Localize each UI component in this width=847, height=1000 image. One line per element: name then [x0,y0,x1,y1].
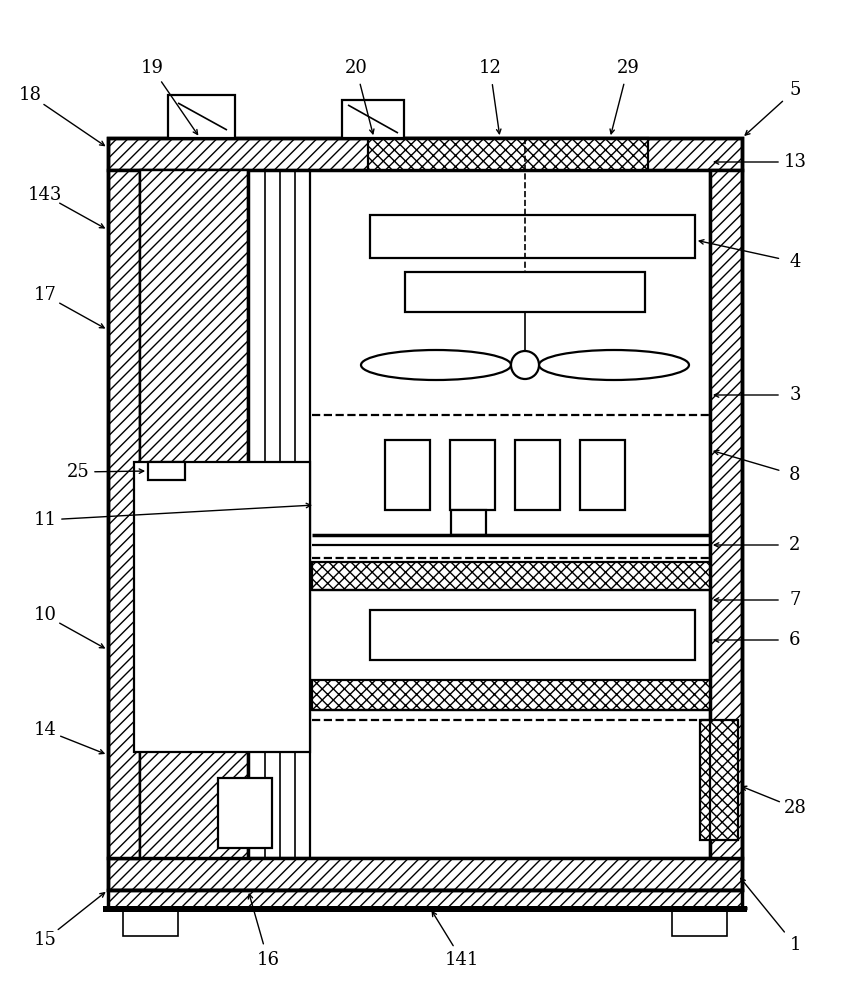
Ellipse shape [361,350,511,380]
Bar [103,906,747,912]
Text: 7: 7 [789,591,800,609]
Bar [312,562,710,590]
Text: 25: 25 [67,463,90,481]
Bar [368,138,648,170]
Bar [108,138,742,890]
Text: 6: 6 [789,631,800,649]
Bar [580,440,625,510]
Bar [108,170,140,858]
Bar [515,440,560,510]
Bar [140,170,710,858]
Bar [168,95,235,138]
Text: 13: 13 [783,153,806,171]
Bar [385,440,430,510]
Text: 8: 8 [789,466,800,484]
Bar [218,778,272,848]
Ellipse shape [539,350,689,380]
Bar [710,170,742,858]
Text: 12: 12 [479,59,501,77]
Text: 15: 15 [34,931,57,949]
Bar [672,908,727,936]
Bar [405,272,645,312]
Text: 20: 20 [345,59,368,77]
Bar [450,440,495,510]
Bar [134,462,310,752]
Text: 2: 2 [789,536,800,554]
Text: 28: 28 [783,799,806,817]
Text: 10: 10 [34,606,57,624]
Bar [140,170,248,858]
Circle shape [511,351,539,379]
Bar [123,908,178,936]
Bar [148,462,185,480]
Text: 141: 141 [445,951,479,969]
Text: 17: 17 [34,286,57,304]
Bar [451,510,486,535]
Text: 18: 18 [19,86,42,104]
Text: 143: 143 [28,186,62,204]
Bar [108,858,742,890]
Text: 11: 11 [34,511,57,529]
Text: 14: 14 [34,721,57,739]
Bar [312,680,710,710]
Bar [370,215,695,258]
Text: 5: 5 [789,81,800,99]
Bar [108,138,742,170]
Text: 19: 19 [141,59,163,77]
Text: 16: 16 [257,951,280,969]
Text: 29: 29 [617,59,639,77]
Text: 4: 4 [789,253,800,271]
Bar [108,890,742,908]
Text: 1: 1 [789,936,800,954]
Text: 3: 3 [789,386,800,404]
Bar [342,100,404,138]
Bar [700,720,738,840]
Bar [370,610,695,660]
